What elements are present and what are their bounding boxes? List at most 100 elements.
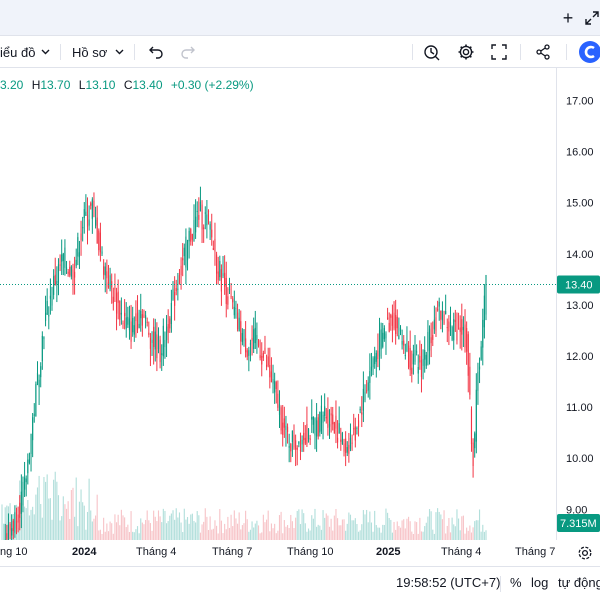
volume-bar (485, 530, 487, 540)
time-axis[interactable]: ng 10 2024 Tháng 4 Tháng 7 Tháng 10 2025 Tháng… (0, 540, 556, 566)
candle-body (151, 339, 153, 343)
volume-bar (282, 533, 284, 540)
auto-scale-toggle[interactable]: tự động (558, 575, 600, 590)
volume-bar (49, 498, 51, 540)
price-chart[interactable]: 9.00 10.00 11.00 12.00 13.00 14.00 15.00 16.00 1… (0, 68, 600, 540)
brand-logo-icon[interactable] (578, 40, 600, 64)
volume-bar (475, 520, 477, 540)
last-price-label: 13.40 (565, 279, 593, 291)
candle-body (201, 204, 203, 230)
candle-body (22, 481, 24, 506)
candle-body (417, 366, 419, 374)
volume-bar (180, 522, 182, 540)
candle-body (301, 439, 303, 445)
volume-bar (437, 508, 439, 540)
volume-bar (124, 517, 126, 540)
percent-toggle[interactable]: % (510, 575, 522, 590)
volume-bar (395, 529, 397, 540)
candle-body (88, 219, 90, 226)
candle-body (115, 292, 118, 314)
volume-bar (106, 523, 108, 540)
clock-time[interactable]: 19:58:52 (UTC+7) (396, 575, 501, 590)
candle-body (432, 334, 434, 340)
profile-dropdown[interactable]: Hồ sơ (72, 36, 124, 68)
volume-bar (54, 471, 56, 540)
candle-body (361, 412, 363, 415)
candle-body (70, 266, 72, 277)
candle-body (351, 442, 353, 444)
volume-bar (182, 532, 184, 540)
undo-icon[interactable] (146, 42, 166, 62)
legend-close-label: C (123, 78, 133, 92)
candle-body (156, 334, 158, 359)
candle-body (15, 520, 18, 529)
volume-bar (269, 531, 271, 540)
volume-bar (478, 509, 481, 540)
volume-bar (425, 522, 427, 540)
gear-icon[interactable] (456, 42, 476, 62)
candle-body (167, 324, 169, 333)
candle-body (303, 432, 305, 441)
candle-body (182, 258, 184, 261)
candle-body (198, 215, 200, 220)
candle-body (325, 416, 327, 419)
price-tick-label: 13.00 (566, 300, 594, 312)
candle-body (48, 315, 50, 317)
candle-body (286, 426, 289, 432)
time-tick-label: Tháng 4 (136, 546, 177, 558)
volume-bar (191, 513, 193, 540)
chart-type-dropdown[interactable]: iểu đồ (0, 36, 50, 68)
candle-body (120, 312, 122, 315)
volume-bar (128, 531, 131, 540)
volume-bar (462, 515, 464, 540)
candle-body (388, 322, 390, 332)
volume-bar (164, 510, 166, 540)
volume-bar (86, 511, 89, 540)
volume-bar (107, 531, 110, 540)
candle-body (209, 223, 211, 230)
candle-body (269, 365, 271, 378)
volume-bar (1, 504, 3, 540)
add-icon[interactable]: + (562, 7, 574, 28)
candle-body (401, 340, 403, 345)
volume-bar (161, 522, 163, 540)
volume-bar (240, 529, 242, 540)
volume-bar (367, 522, 369, 540)
candle-body (125, 317, 127, 329)
volume-bar (290, 514, 292, 540)
ohlc-legend: 3.20 H13.70 L13.10 C13.40 +0.30 (+2.29%) (0, 78, 254, 92)
volume-bar (195, 522, 197, 540)
candle-body (372, 358, 374, 368)
candle-body (185, 236, 187, 268)
candle-body (330, 413, 332, 416)
candle-body (74, 271, 76, 278)
candle-body (485, 274, 487, 315)
volume-bar (77, 526, 79, 540)
candle-body (154, 331, 156, 350)
volume-bar (233, 510, 235, 540)
candle-body (299, 450, 302, 452)
fullscreen-icon[interactable] (489, 42, 509, 62)
axis-settings-icon[interactable] (576, 544, 594, 562)
volume-bar (253, 527, 255, 540)
redo-icon[interactable] (178, 42, 198, 62)
volume-bar (261, 532, 263, 540)
candle-body (172, 288, 174, 300)
expand-icon[interactable] (582, 8, 600, 28)
candle-body (259, 355, 261, 359)
volume-bar (301, 509, 303, 540)
candle-body (143, 314, 145, 318)
candle-body (359, 408, 361, 411)
alert-icon[interactable] (422, 42, 442, 62)
time-tick-label: Tháng 4 (441, 546, 482, 558)
candle-body (44, 312, 47, 321)
candle-body (220, 269, 222, 292)
share-icon[interactable] (533, 42, 553, 62)
log-toggle[interactable]: log (531, 575, 549, 590)
volume-bar (20, 517, 22, 540)
candle-body (283, 418, 285, 428)
candle-body (295, 440, 297, 450)
volume-bar (222, 533, 224, 540)
candle-body (243, 329, 245, 341)
candlestick-chart[interactable]: 9.00 10.00 11.00 12.00 13.00 14.00 15.00 16.00 1… (0, 68, 600, 540)
